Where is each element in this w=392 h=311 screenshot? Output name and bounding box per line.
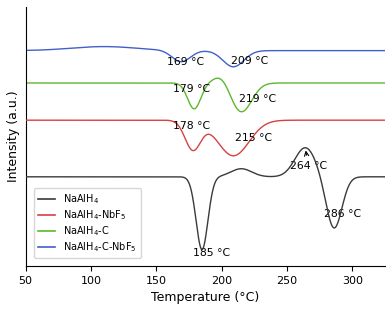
- Text: 219 °C: 219 °C: [239, 94, 276, 104]
- Text: 169 °C: 169 °C: [167, 57, 204, 67]
- Text: 264 °C: 264 °C: [290, 152, 327, 171]
- X-axis label: Temperature (°C): Temperature (°C): [151, 291, 260, 304]
- Text: 209 °C: 209 °C: [231, 56, 268, 66]
- Y-axis label: Intensity (a.u.): Intensity (a.u.): [7, 91, 20, 182]
- Text: 286 °C: 286 °C: [324, 209, 361, 219]
- Text: 185 °C: 185 °C: [193, 248, 230, 258]
- Text: 178 °C: 178 °C: [173, 121, 211, 131]
- Text: 179 °C: 179 °C: [173, 84, 211, 94]
- Legend: NaAlH$_4$, NaAlH$_4$-NbF$_5$, NaAlH$_4$-C, NaAlH$_4$-C-NbF$_5$: NaAlH$_4$, NaAlH$_4$-NbF$_5$, NaAlH$_4$-…: [34, 188, 140, 258]
- Text: 215 °C: 215 °C: [235, 133, 272, 143]
